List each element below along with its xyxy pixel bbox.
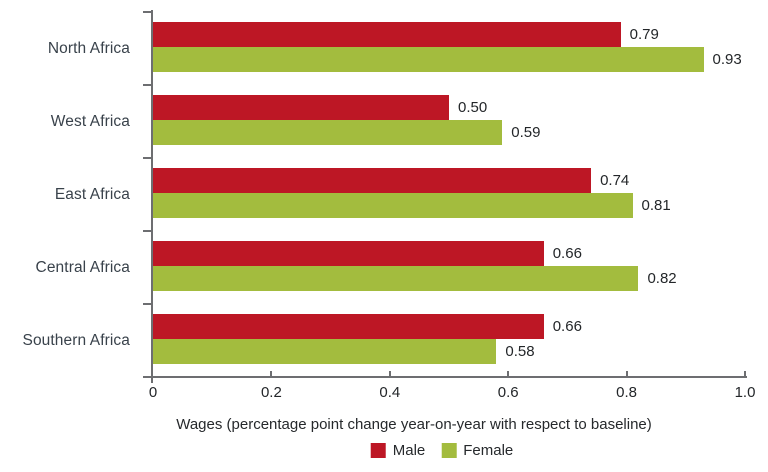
category-label: North Africa [47,39,130,57]
y-tick-mark [143,376,152,378]
legend-swatch-male [370,443,386,458]
value-label: 0.82 [647,270,677,287]
value-label: 0.74 [600,172,630,189]
bar-male: 0.79 [153,22,659,47]
value-label: 0.93 [712,51,742,68]
bar-male: 0.66 [153,241,582,266]
legend-item-female: Female [441,442,513,459]
x-tick-label: 0.8 [616,384,638,401]
x-tick-mark [625,371,628,377]
category-labels: North Africa West Africa East Africa Centra… [0,12,140,377]
value-label: 0.58 [505,343,535,360]
category-label: East Africa [54,185,130,203]
y-tick-mark [143,157,152,159]
y-tick-mark [143,303,152,305]
x-axis-title: Wages (percentage point change year-on-y… [176,416,652,433]
bar-group: 0.50 0.59 [153,85,745,158]
value-label: 0.50 [458,99,488,116]
bar-female: 0.58 [153,339,535,364]
x-tick-label: 0.6 [497,384,519,401]
bar-female: 0.82 [153,266,677,291]
category-label: Southern Africa [22,331,130,349]
x-tick-label: 0 [148,384,158,401]
x-tick-mark [270,371,273,377]
x-tick-label: 0.2 [260,384,282,401]
bar-group: 0.66 0.58 [153,304,745,377]
value-label: 0.59 [511,124,541,141]
value-label: 0.79 [629,26,659,43]
legend-label: Female [463,442,514,459]
legend-item-male: Male [370,442,426,459]
legend-label: Male [392,442,426,459]
y-tick-mark [143,230,152,232]
value-label: 0.66 [552,245,582,262]
x-tick-label: 1.0 [734,384,756,401]
y-tick-mark [143,84,152,86]
bar-group: 0.74 0.81 [153,158,745,231]
legend-swatch-female [441,443,457,458]
bar-male: 0.66 [153,314,582,339]
legend: Male Female [370,442,513,459]
x-tick-mark [507,371,510,377]
category-label: West Africa [50,112,130,130]
y-tick-mark [143,11,152,13]
y-axis-line [151,10,153,383]
bar-group: 0.66 0.82 [153,231,745,304]
value-label: 0.66 [552,318,582,335]
bar-female: 0.81 [153,193,671,218]
bar-male: 0.50 [153,95,487,120]
x-tick-mark [744,371,746,377]
value-label: 0.81 [641,197,671,214]
x-tick-label: 0.4 [379,384,401,401]
bar-female: 0.59 [153,120,540,145]
bar-female: 0.93 [153,47,742,72]
bar-group: 0.79 0.93 [153,12,745,85]
plot-area: 0.79 0.93 0.50 0.59 0.74 0.81 0.66 0.82 0.66 0.58 [153,12,745,377]
category-label: Central Africa [35,258,130,276]
x-axis-line [151,376,747,378]
bar-male: 0.74 [153,168,629,193]
x-tick-mark [388,371,391,377]
